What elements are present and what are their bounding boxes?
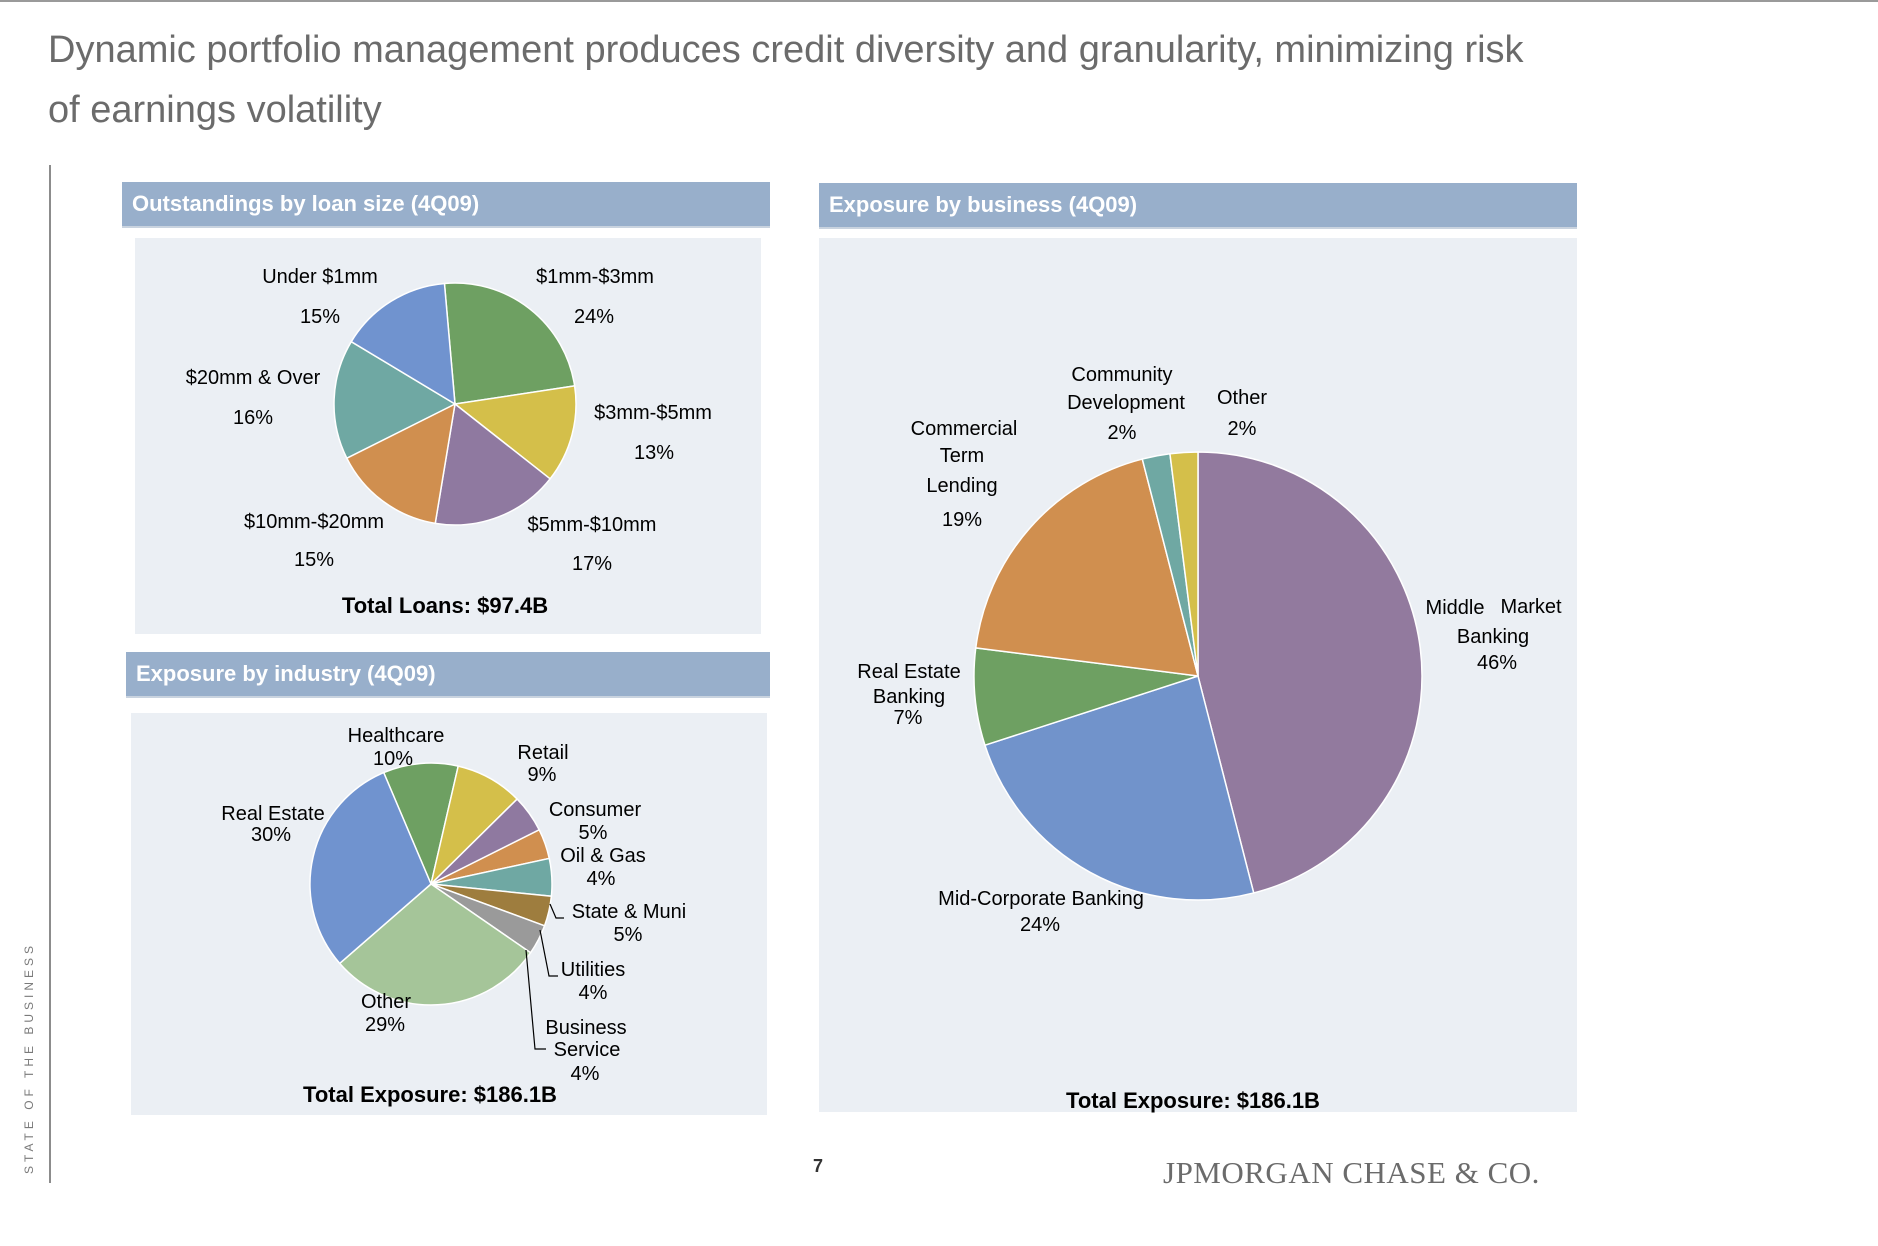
business-slice-middle-market-banking: [1197, 451, 1423, 894]
label-state-muni: State & Muni: [572, 901, 687, 923]
business-slice-commercial-term-lending: [974, 458, 1200, 677]
pct-3mm-5mm: 13%: [634, 442, 674, 464]
page-number: 7: [813, 1156, 824, 1176]
label-mmb-1: Middle: [1426, 597, 1485, 619]
leader-utilities: [539, 929, 558, 977]
label-under-1mm: Under $1mm: [262, 266, 378, 288]
logo-text: JPMORGAN CHASE & CO.: [1163, 1155, 1540, 1190]
label-mcb: Mid-Corporate Banking: [938, 888, 1144, 910]
pct-utilities: 4%: [579, 982, 608, 1004]
pct-reb: 7%: [894, 707, 923, 729]
industry-slice-healthcare: [382, 762, 460, 887]
label-10mm-20mm: $10mm-$20mm: [244, 511, 384, 533]
loan-size-slice-20mm-over: [333, 340, 457, 460]
business-slice-mid-corporate-banking: [984, 675, 1255, 901]
pct-10mm-20mm: 15%: [294, 549, 334, 571]
page-title-line-1: Dynamic portfolio management produces cr…: [48, 29, 1524, 71]
side-rule: [49, 165, 51, 1183]
label-20mm-over: $20mm & Over: [186, 367, 321, 389]
page-title-line-2: of earnings volatility: [48, 89, 382, 131]
industry-slice-other: [338, 883, 532, 1006]
label-reb-1: Real Estate: [857, 661, 960, 683]
loan-size-slice-5mm-10mm: [434, 402, 552, 526]
pct-state-muni: 5%: [614, 924, 643, 946]
label-ctl-1: Commercial: [911, 418, 1018, 440]
industry-pie: [309, 762, 564, 1050]
label-healthcare: Healthcare: [348, 725, 445, 747]
label-3mm-5mm: $3mm-$5mm: [594, 402, 712, 424]
label-utilities: Utilities: [561, 959, 625, 981]
pct-mcb: 24%: [1020, 914, 1060, 936]
leader-state-muni: [549, 903, 564, 919]
pct-healthcare: 10%: [373, 748, 413, 770]
label-mmb-2: Market: [1500, 596, 1562, 618]
loan-size-header: Outstandings by loan size (4Q09): [122, 182, 770, 228]
label-reb-2: Banking: [873, 686, 945, 708]
label-other-business: Other: [1217, 387, 1267, 409]
loan-size-total: Total Loans: $97.4B: [342, 593, 548, 618]
pct-mmb: 46%: [1477, 652, 1517, 674]
label-business-service-1: Business: [545, 1017, 626, 1039]
pct-real-estate: 30%: [251, 824, 291, 846]
label-1mm-3mm: $1mm-$3mm: [536, 266, 654, 288]
pct-business-service: 4%: [571, 1063, 600, 1085]
business-total: Total Exposure: $186.1B: [1066, 1088, 1320, 1113]
label-real-estate: Real Estate: [221, 803, 324, 825]
label-ctl-3: Lending: [926, 475, 997, 497]
pct-consumer: 5%: [579, 822, 608, 844]
business-slice-other: [1169, 451, 1199, 677]
pct-retail: 9%: [528, 764, 557, 786]
industry-total: Total Exposure: $186.1B: [303, 1082, 557, 1107]
label-retail: Retail: [517, 742, 568, 764]
business-pie: [973, 451, 1423, 901]
label-5mm-10mm: $5mm-$10mm: [528, 514, 657, 536]
pct-1mm-3mm: 24%: [574, 306, 614, 328]
label-consumer: Consumer: [549, 799, 642, 821]
label-mmb-3: Banking: [1457, 626, 1529, 648]
top-rule: [0, 0, 1878, 2]
loan-size-slice-under-1mm: [350, 282, 456, 406]
leader-business-service: [525, 949, 546, 1050]
label-community-2: Development: [1067, 392, 1185, 414]
industry-header: Exposure by industry (4Q09): [126, 652, 770, 698]
loan-size-slice-3mm-5mm: [453, 385, 577, 480]
pct-under-1mm: 15%: [300, 306, 340, 328]
pct-other-business: 2%: [1228, 418, 1257, 440]
label-other-industry: Other: [361, 991, 411, 1013]
label-business-service-2: Service: [554, 1039, 621, 1061]
pct-20mm-over: 16%: [233, 407, 273, 429]
business-header: Exposure by business (4Q09): [819, 183, 1577, 229]
pct-ctl: 19%: [942, 509, 982, 531]
industry-slice-real-estate: [309, 771, 432, 965]
page-title: Dynamic portfolio management produces cr…: [48, 20, 1608, 140]
pct-5mm-10mm: 17%: [572, 553, 612, 575]
pct-oil-gas: 4%: [587, 868, 616, 890]
loan-size-slice-10mm-20mm: [345, 402, 456, 525]
label-community-1: Community: [1071, 364, 1172, 386]
loan-size-slice-1mm-3mm: [443, 282, 576, 405]
label-ctl-2: Term: [940, 445, 984, 467]
pct-other-industry: 29%: [365, 1014, 405, 1036]
pct-community: 2%: [1108, 422, 1137, 444]
loan-size-pie: [333, 282, 577, 526]
label-oil-gas: Oil & Gas: [560, 845, 646, 867]
company-logo: JPMORGAN CHASE & CO.: [1163, 1155, 1540, 1191]
